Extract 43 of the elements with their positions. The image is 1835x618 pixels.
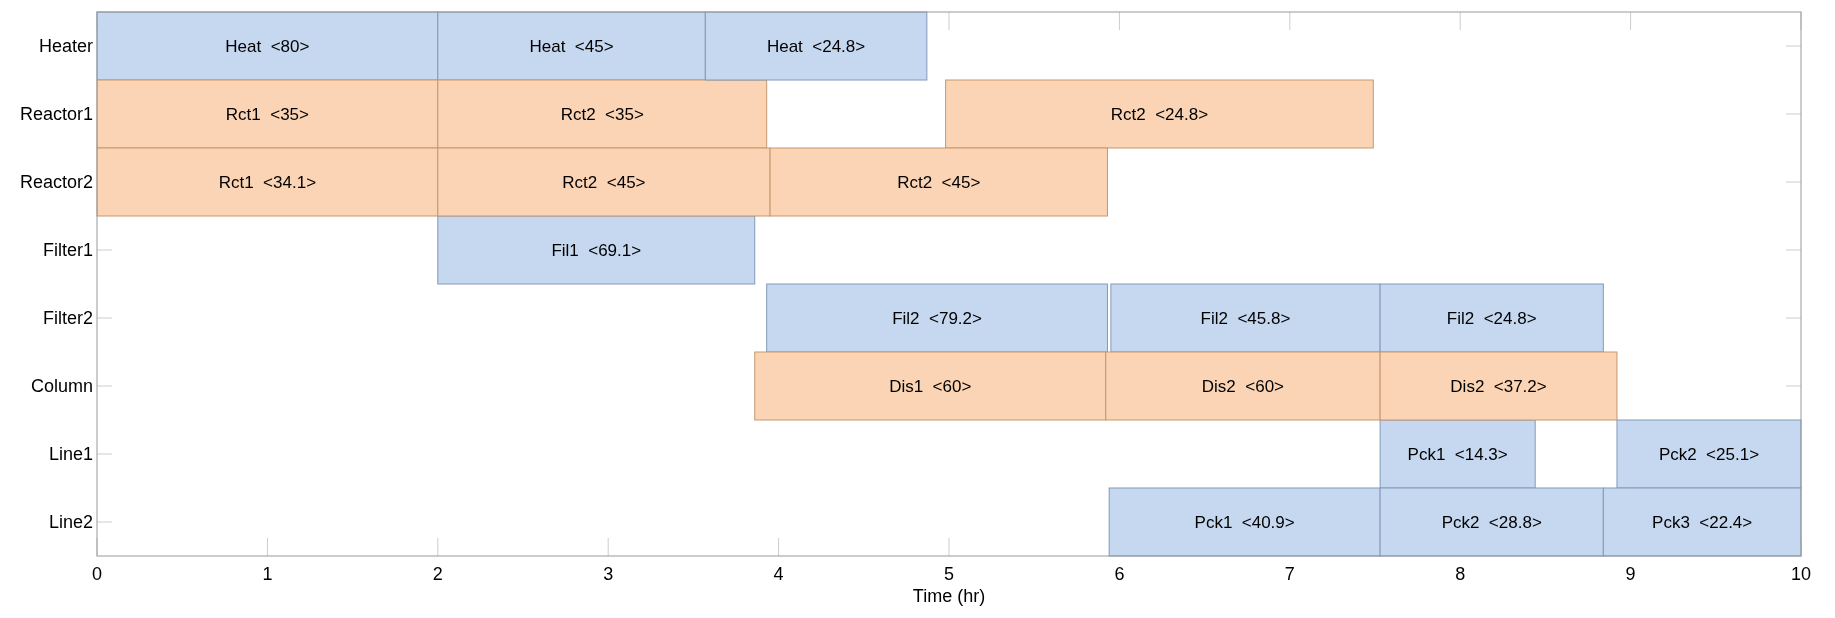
x-tick-label: 1 [262, 564, 273, 584]
x-tick-label: 3 [603, 564, 614, 584]
y-tick-label: Line2 [48, 512, 93, 533]
data-label: Dis1 <60> [889, 376, 972, 396]
data-label: Rct2 <45> [897, 172, 981, 192]
data-label: Fil1 <69.1> [551, 240, 642, 260]
data-label: Dis2 <60> [1201, 376, 1285, 396]
data-label: Heat <24.8> [766, 36, 866, 56]
data-label: Rct2 <45> [562, 172, 646, 192]
x-tick-label: 4 [773, 564, 784, 584]
x-tick-label: 6 [1114, 564, 1125, 584]
data-label: Pck2 <25.1> [1658, 444, 1760, 464]
bar [766, 283, 1108, 353]
data-label: Pck1 <14.3> [1407, 444, 1508, 464]
y-tick-label: Heater [38, 36, 93, 57]
data-label: Fil2 <79.2> [892, 308, 983, 328]
y-tick-label: Column [30, 376, 93, 397]
data-label: Rct1 <35> [225, 104, 310, 124]
data-label: Dis2 <37.2> [1450, 376, 1547, 396]
data-label: Rct2 <24.8> [1110, 104, 1209, 124]
x-tick-label: 7 [1284, 564, 1295, 584]
data-label: Rct1 <34.1> [218, 172, 317, 192]
x-tick-label: 5 [943, 564, 955, 584]
x-tick-label: 0 [91, 564, 103, 584]
data-label: Fil2 <45.8> [1200, 308, 1291, 328]
x-tick-label: 9 [1625, 564, 1636, 584]
data-label: Pck3 <22.4> [1652, 512, 1753, 532]
data-label: Heat <45> [529, 36, 614, 56]
y-tick-label: Line1 [48, 444, 93, 465]
x-tick-label: 10 [1790, 564, 1812, 584]
y-tick-label: Filter1 [42, 240, 93, 261]
data-label: Pck1 <40.9> [1194, 512, 1295, 532]
x-axis-title: Time (hr) [912, 586, 986, 606]
data-label: Rct2 <35> [560, 104, 644, 124]
x-tick-label: 8 [1455, 564, 1466, 584]
data-label: Fil2 <24.8> [1446, 308, 1537, 328]
data-label: Heat <80> [225, 36, 310, 56]
bar [437, 215, 756, 285]
x-tick-label: 2 [432, 564, 443, 584]
data-label: Pck2 <28.8> [1441, 512, 1542, 532]
y-tick-label: Reactor1 [19, 104, 93, 125]
y-tick-label: Filter2 [42, 308, 93, 329]
y-tick-label: Reactor2 [19, 172, 93, 193]
